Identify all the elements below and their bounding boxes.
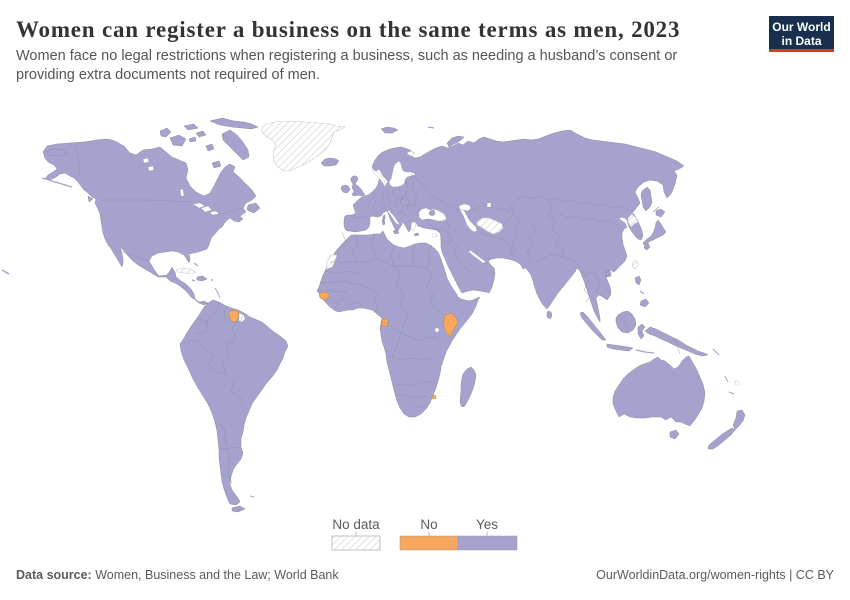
svg-text:No data: No data (332, 517, 380, 532)
svg-text:Yes: Yes (476, 517, 498, 532)
svg-text:No: No (420, 517, 437, 532)
